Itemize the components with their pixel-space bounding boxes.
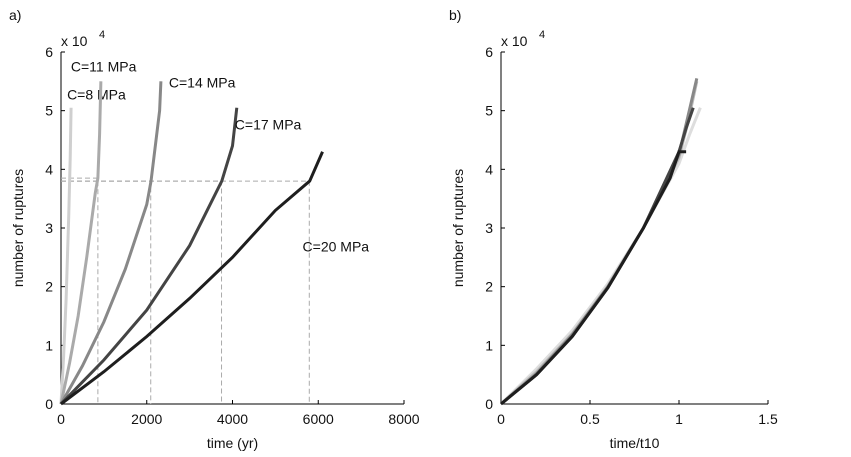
y-tick-label: 3 (45, 220, 53, 236)
y-tick-label: 2 (485, 279, 493, 295)
y-tick-label: 6 (45, 44, 53, 60)
y-tick-label: 0 (485, 396, 493, 412)
y-multiplier-exponent: 4 (99, 29, 105, 41)
series-line (60, 151, 324, 406)
x-tick-label: 1 (675, 411, 683, 427)
x-tick-label: 8000 (388, 411, 419, 427)
y-tick-label: 4 (45, 161, 53, 177)
y-tick-label: 0 (45, 396, 53, 412)
y-tick-label: 5 (485, 103, 493, 119)
x-tick-label: 2000 (131, 411, 162, 427)
y-axis-label: number of ruptures (10, 169, 26, 287)
series-line (500, 150, 687, 406)
panel-label: b) (449, 7, 461, 23)
x-axis-label: time/t10 (610, 435, 660, 451)
series-line (499, 107, 702, 406)
y-multiplier-exponent: 4 (539, 29, 545, 41)
series-line (59, 107, 239, 406)
x-tick-label: 1.5 (758, 411, 778, 427)
series-label: C=17 MPa (235, 117, 302, 133)
x-tick-label: 6000 (303, 411, 334, 427)
y-tick-label: 5 (45, 103, 53, 119)
x-axis-label: time (yr) (207, 435, 258, 451)
y-tick-label: 4 (485, 161, 493, 177)
series-line (500, 107, 695, 406)
series-line (59, 107, 73, 405)
series-line (59, 81, 103, 405)
series-line (500, 78, 699, 406)
series-label: C=11 MPa (71, 58, 137, 74)
series-label: C=14 MPa (169, 74, 236, 90)
x-tick-label: 0.5 (580, 411, 600, 427)
y-multiplier: x 10 (61, 33, 88, 49)
y-tick-label: 3 (485, 220, 493, 236)
series-line (499, 81, 699, 406)
series-line (59, 81, 163, 405)
y-tick-label: 1 (45, 337, 53, 353)
x-tick-label: 4000 (217, 411, 248, 427)
x-tick-label: 0 (497, 411, 505, 427)
y-tick-label: 6 (485, 44, 493, 60)
y-axis-label: number of ruptures (450, 169, 466, 287)
x-tick-label: 0 (57, 411, 65, 427)
series-label: C=20 MPa (303, 239, 370, 255)
y-multiplier: x 10 (501, 33, 528, 49)
series-label: C=8 MPa (67, 87, 126, 103)
panel-label: a) (9, 7, 21, 23)
y-tick-label: 2 (45, 279, 53, 295)
y-tick-label: 1 (485, 337, 493, 353)
